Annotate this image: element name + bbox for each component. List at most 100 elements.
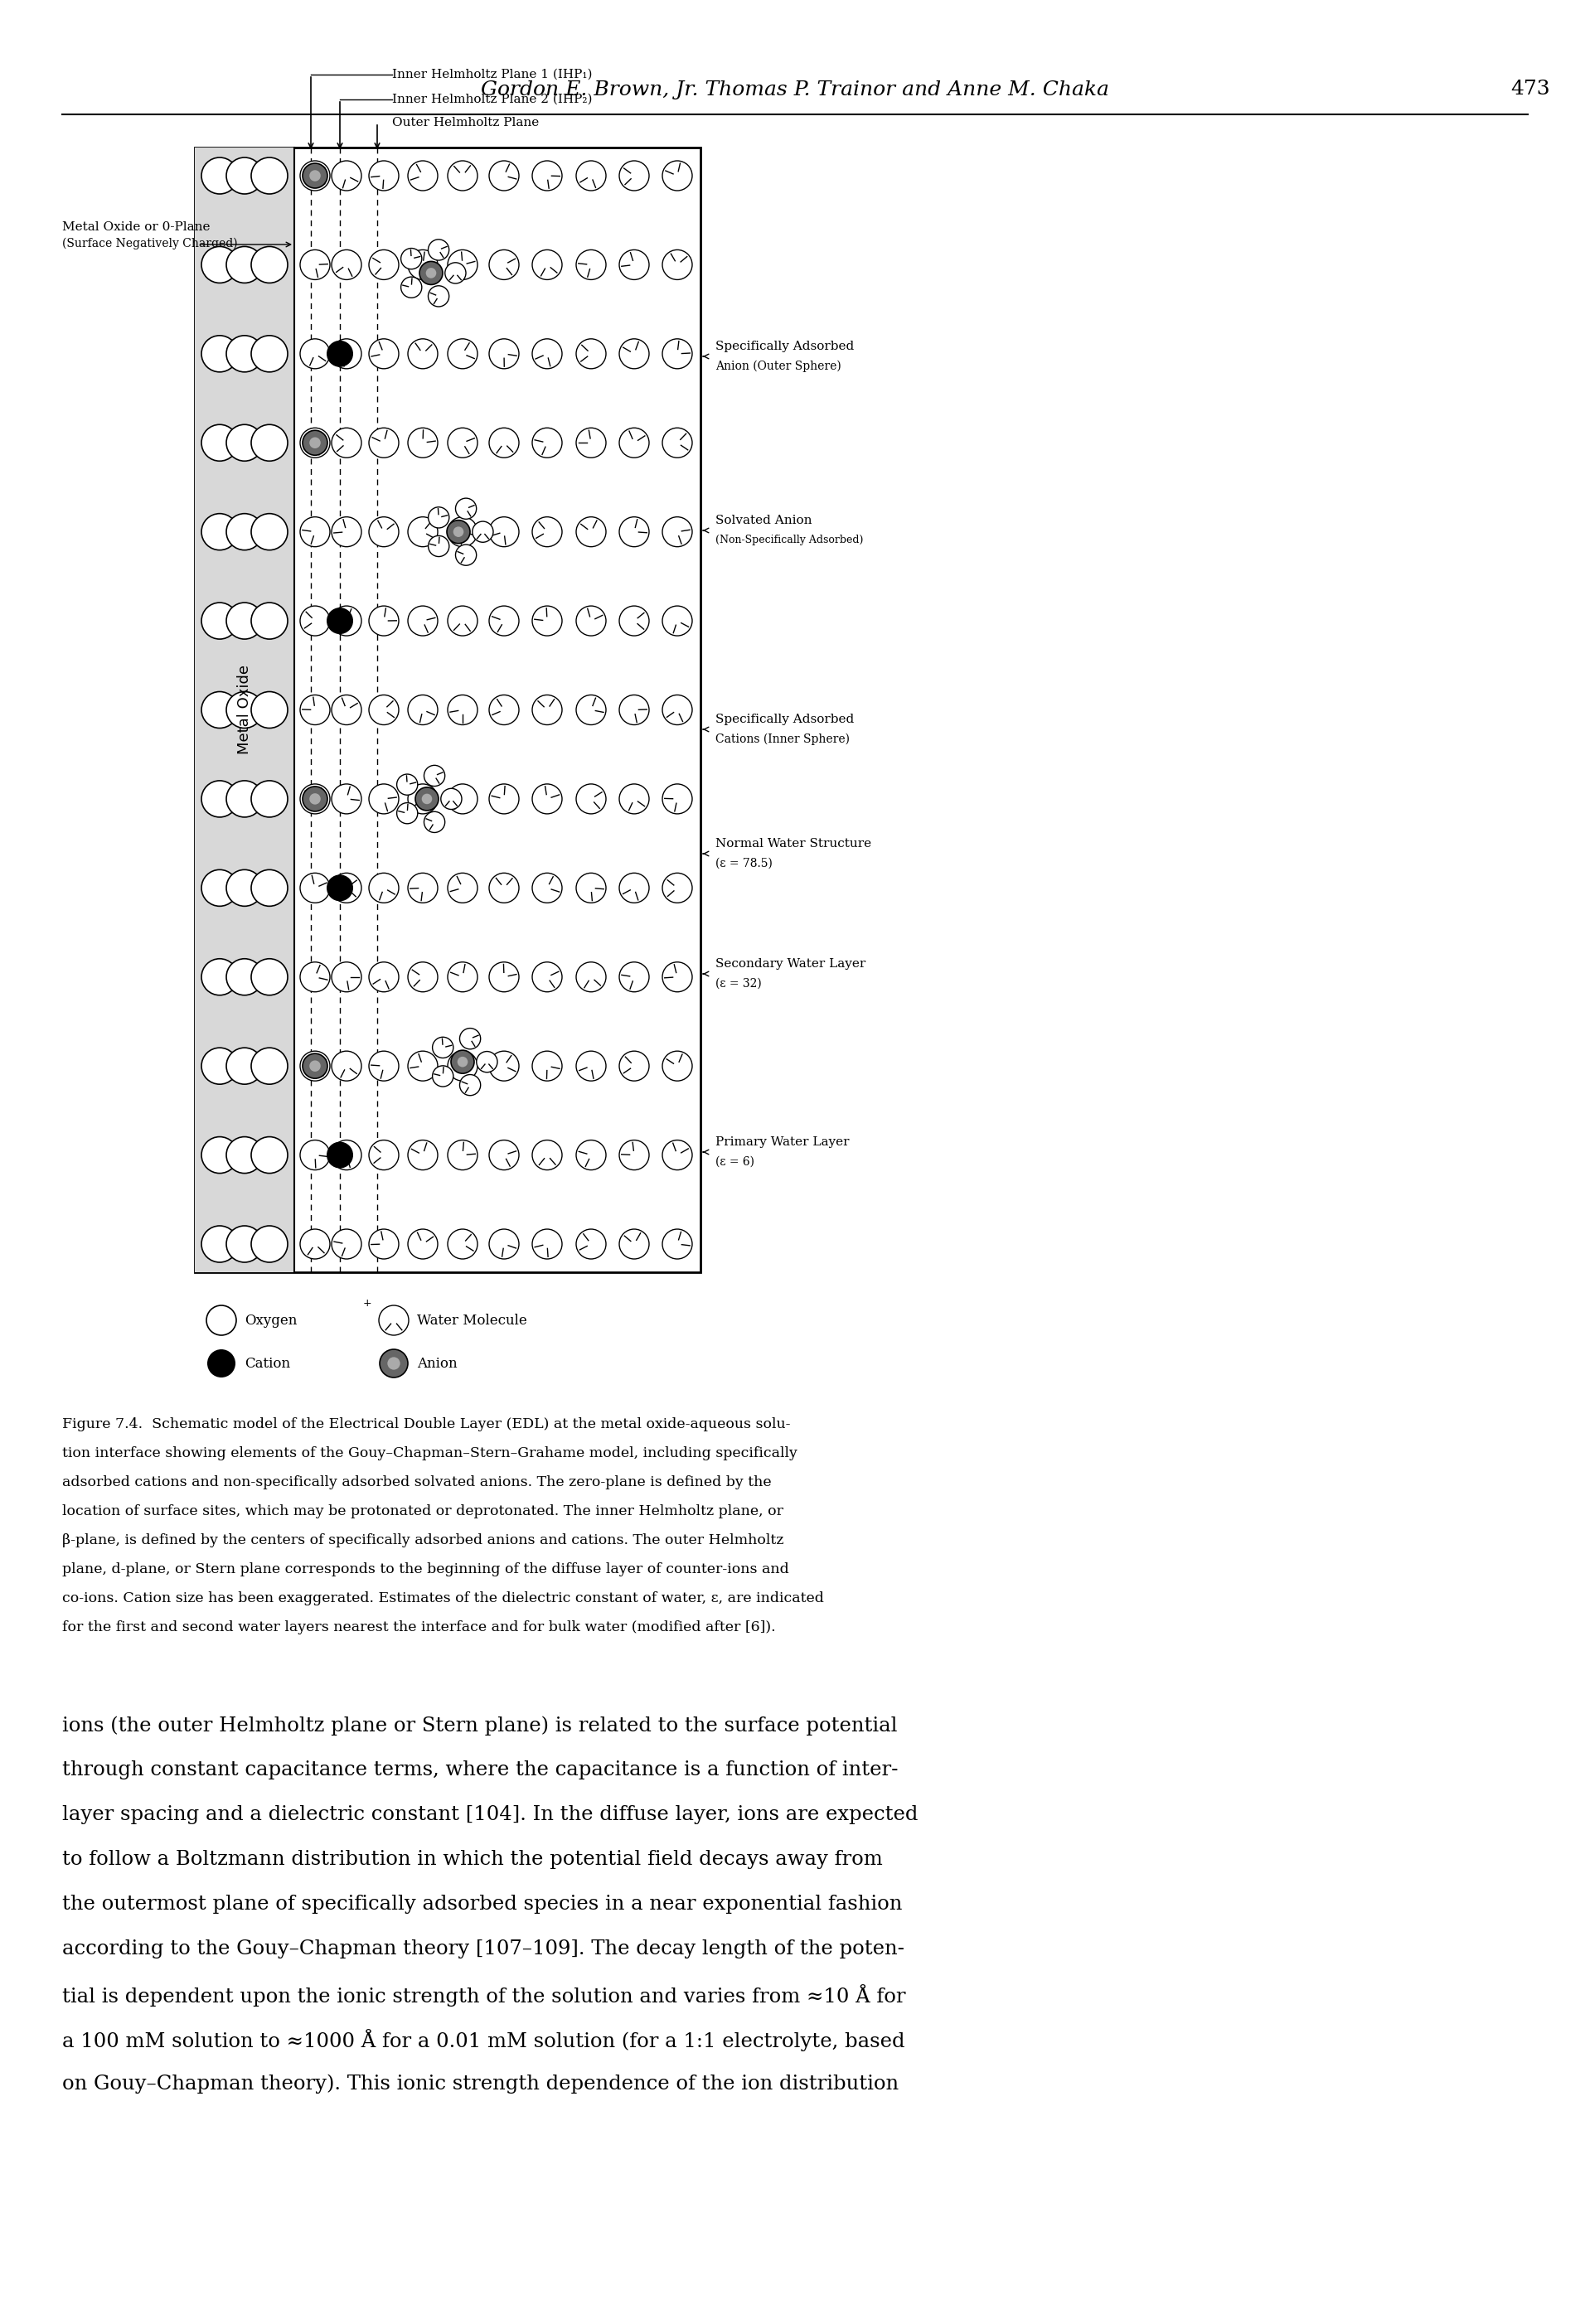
Circle shape	[332, 1229, 361, 1260]
Text: Outer Helmholtz Plane: Outer Helmholtz Plane	[393, 116, 539, 128]
Circle shape	[310, 437, 321, 449]
Text: Cation: Cation	[245, 1357, 291, 1371]
Circle shape	[369, 783, 399, 813]
Circle shape	[428, 507, 448, 528]
Circle shape	[369, 695, 399, 725]
Circle shape	[202, 1225, 238, 1262]
Circle shape	[663, 1050, 692, 1081]
Circle shape	[490, 695, 518, 725]
Text: Cations (Inner Sphere): Cations (Inner Sphere)	[716, 734, 849, 746]
Text: plane, d-plane, or Stern plane corresponds to the beginning of the diffuse layer: plane, d-plane, or Stern plane correspon…	[62, 1562, 789, 1576]
Text: Secondary Water Layer: Secondary Water Layer	[716, 957, 865, 969]
Circle shape	[202, 693, 238, 727]
Text: Figure 7.4.  Schematic model of the Electrical Double Layer (EDL) at the metal o: Figure 7.4. Schematic model of the Elect…	[62, 1418, 790, 1432]
Circle shape	[332, 962, 361, 992]
Text: β-plane, is defined by the centers of specifically adsorbed anions and cations. : β-plane, is defined by the centers of sp…	[62, 1534, 784, 1548]
Text: Gordon E. Brown, Jr. Thomas P. Trainor and Anne M. Chaka: Gordon E. Brown, Jr. Thomas P. Trainor a…	[480, 79, 1110, 100]
Circle shape	[202, 425, 238, 460]
Circle shape	[409, 1050, 437, 1081]
Text: Inner Helmholtz Plane 1 (IHP₁): Inner Helmholtz Plane 1 (IHP₁)	[393, 70, 593, 81]
Circle shape	[409, 783, 437, 813]
Circle shape	[663, 962, 692, 992]
Circle shape	[533, 339, 561, 370]
Circle shape	[207, 1350, 235, 1378]
Circle shape	[226, 514, 262, 551]
Circle shape	[490, 339, 518, 370]
Circle shape	[409, 607, 437, 637]
Circle shape	[533, 516, 561, 546]
Circle shape	[301, 160, 331, 191]
Circle shape	[369, 1229, 399, 1260]
Circle shape	[490, 1141, 518, 1169]
Circle shape	[202, 158, 238, 193]
Circle shape	[576, 160, 606, 191]
Circle shape	[619, 874, 649, 902]
Circle shape	[428, 537, 448, 555]
Circle shape	[302, 163, 328, 188]
Circle shape	[332, 428, 361, 458]
Circle shape	[369, 516, 399, 546]
Circle shape	[369, 428, 399, 458]
Circle shape	[302, 1053, 328, 1078]
Circle shape	[369, 1050, 399, 1081]
Circle shape	[332, 1141, 361, 1169]
Circle shape	[448, 607, 477, 637]
Circle shape	[202, 1048, 238, 1085]
Circle shape	[458, 1057, 467, 1067]
Circle shape	[251, 514, 288, 551]
Circle shape	[202, 960, 238, 995]
Circle shape	[301, 1050, 331, 1081]
Circle shape	[202, 246, 238, 284]
Circle shape	[301, 962, 331, 992]
Circle shape	[251, 1225, 288, 1262]
Circle shape	[369, 249, 399, 279]
Circle shape	[226, 781, 262, 818]
Circle shape	[207, 1306, 237, 1336]
Circle shape	[663, 160, 692, 191]
Text: Oxygen: Oxygen	[245, 1313, 297, 1327]
Circle shape	[576, 339, 606, 370]
Circle shape	[428, 239, 448, 260]
Circle shape	[332, 695, 361, 725]
Circle shape	[301, 339, 331, 370]
Text: (ε = 78.5): (ε = 78.5)	[716, 858, 773, 869]
Circle shape	[310, 792, 321, 804]
Text: Inner Helmholtz Plane 2 (IHP₂): Inner Helmholtz Plane 2 (IHP₂)	[393, 93, 593, 105]
Circle shape	[663, 428, 692, 458]
Circle shape	[226, 246, 262, 284]
Circle shape	[401, 277, 421, 297]
Circle shape	[619, 428, 649, 458]
Circle shape	[663, 607, 692, 637]
Circle shape	[533, 160, 561, 191]
Circle shape	[440, 788, 461, 809]
Circle shape	[251, 693, 288, 727]
Circle shape	[490, 607, 518, 637]
Circle shape	[533, 962, 561, 992]
Circle shape	[619, 516, 649, 546]
Circle shape	[663, 1229, 692, 1260]
Circle shape	[448, 1050, 477, 1081]
Circle shape	[409, 962, 437, 992]
Circle shape	[332, 516, 361, 546]
Circle shape	[448, 339, 477, 370]
Circle shape	[226, 158, 262, 193]
Circle shape	[426, 267, 436, 279]
Circle shape	[619, 783, 649, 813]
Circle shape	[332, 874, 361, 902]
Circle shape	[448, 962, 477, 992]
Circle shape	[332, 160, 361, 191]
Circle shape	[251, 246, 288, 284]
Circle shape	[302, 430, 328, 456]
Circle shape	[226, 335, 262, 372]
Circle shape	[226, 1136, 262, 1174]
Circle shape	[251, 602, 288, 639]
Circle shape	[301, 607, 331, 637]
Circle shape	[415, 788, 439, 811]
Circle shape	[369, 339, 399, 370]
Circle shape	[533, 783, 561, 813]
Circle shape	[409, 516, 437, 546]
Circle shape	[490, 516, 518, 546]
Circle shape	[453, 528, 464, 537]
Circle shape	[619, 962, 649, 992]
Circle shape	[576, 249, 606, 279]
